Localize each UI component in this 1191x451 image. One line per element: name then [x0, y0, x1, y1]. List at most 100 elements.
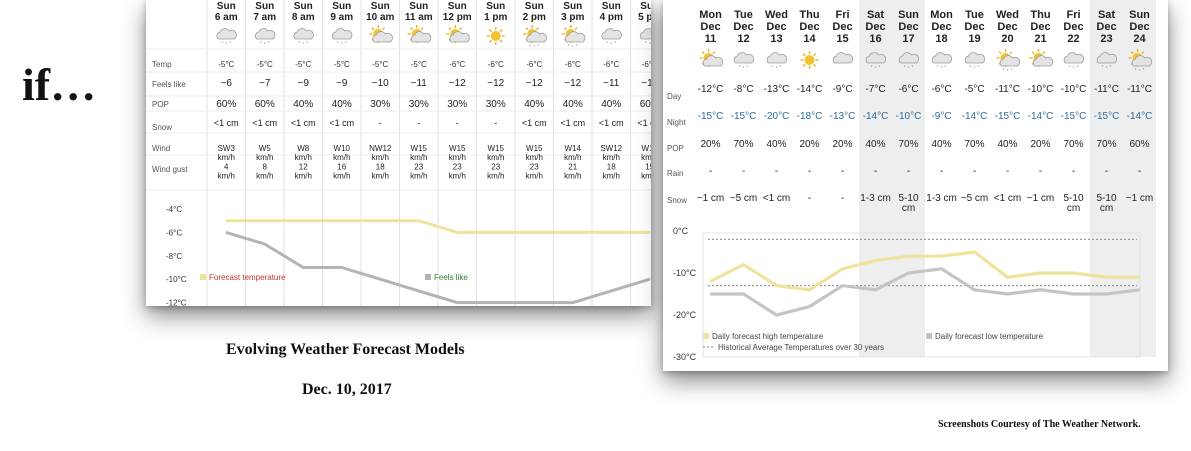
row-label: Wind gust: [152, 165, 188, 174]
hour-feels: −11: [603, 78, 620, 89]
day-date: 17: [902, 33, 914, 45]
snowflake: *: [739, 65, 741, 71]
day-rain: -: [1072, 166, 1075, 177]
cloud-shape: [1096, 52, 1118, 64]
sun-cloud-snow-icon: * * *: [996, 49, 1021, 75]
data-point: [340, 219, 343, 222]
sun-ray: [488, 29, 493, 33]
data-point: [940, 255, 943, 257]
snowflake: *: [945, 65, 947, 71]
snowflake: *: [1110, 65, 1112, 71]
day-rain: -: [709, 166, 712, 177]
hour-day: Sun: [448, 1, 467, 12]
day-low: -15°C: [698, 111, 724, 122]
day-snow: cm: [902, 203, 915, 214]
hour-wind: 18: [607, 162, 616, 171]
sun-icon: [486, 27, 505, 45]
hour-wind: W10: [334, 144, 351, 153]
day-pop: 20%: [799, 139, 819, 150]
data-point: [775, 284, 778, 287]
data-point: [379, 278, 382, 281]
data-point: [841, 268, 844, 270]
data-point: [874, 289, 877, 291]
cloud-shape: [216, 28, 237, 40]
hour-snow: <1 cm: [599, 118, 624, 128]
snowflake: *: [298, 41, 300, 47]
hour-time: 7 am: [253, 12, 276, 23]
hour-day: Sun: [332, 1, 351, 12]
data-point: [742, 263, 745, 266]
day-pop: 40%: [865, 139, 885, 150]
data-point: [648, 278, 651, 281]
snowflake: *: [537, 44, 539, 50]
snowflake: *: [568, 44, 570, 50]
day-rain: -: [742, 166, 745, 177]
hour-day: Sun: [525, 1, 544, 12]
data-point: [610, 290, 613, 292]
row-label: Snow: [152, 123, 172, 132]
data-point: [571, 231, 574, 234]
day-high: -14°C: [797, 84, 823, 95]
day-date: 13: [770, 33, 782, 45]
data-point: [907, 272, 910, 274]
snowflake: *: [1011, 68, 1013, 74]
cloud-shape: [449, 31, 470, 43]
snowflake: *: [875, 66, 877, 72]
sun-cloud-icon: [699, 49, 724, 67]
data-point: [533, 231, 536, 234]
day-month: Dec: [865, 21, 885, 33]
hourly-forecast-panel: Temp Feels like POP Snow Wind Wind gust Sun 6 a…: [146, 0, 651, 306]
day-name: Fri: [835, 9, 849, 21]
daily-forecast-chart: DayNightPOPRainSnowMonDec11-12°C-15°C20%…: [667, 0, 1156, 362]
day-month: Dec: [964, 21, 984, 33]
hour-wind: km/h: [526, 172, 543, 181]
y-tick-label: -10°C: [166, 275, 187, 284]
snowflake: *: [221, 41, 223, 47]
day-low: -20°C: [764, 111, 790, 122]
hour-time: 2 pm: [523, 12, 546, 23]
day-rain: -: [907, 166, 910, 177]
data-point: [494, 301, 497, 304]
hour-pop: 40%: [524, 99, 544, 110]
day-low: -15°C: [995, 111, 1021, 122]
hour-temp: -5°C: [411, 60, 427, 69]
hour-wind: km/h: [641, 153, 651, 162]
sun-disc: [490, 31, 501, 41]
hour-pop: 30%: [409, 99, 429, 110]
hour-time: 6 am: [215, 12, 238, 23]
hour-wind: km/h: [256, 153, 273, 162]
day-name: Wed: [765, 9, 788, 21]
day-name: Tue: [734, 9, 753, 21]
hour-wind: km/h: [487, 172, 504, 181]
snowflake: *: [1073, 66, 1075, 72]
snowflake: *: [970, 65, 972, 71]
day-high: -6°C: [898, 84, 918, 95]
sun-ray: [499, 39, 503, 43]
day-rain: -: [973, 166, 976, 177]
series-line-feels-like: [225, 230, 651, 305]
data-point: [973, 289, 976, 291]
hour-pop: 40%: [563, 99, 583, 110]
day-name: Mon: [699, 9, 722, 21]
hour-temp: -5°C: [295, 60, 311, 69]
day-snow: ~1 cm: [697, 193, 725, 204]
hour-day: Sun: [486, 1, 505, 12]
day-month: Dec: [832, 21, 852, 33]
caption-date: Dec. 10, 2017: [302, 381, 392, 398]
snowflake: *: [772, 65, 774, 71]
hour-pop: 40%: [293, 99, 313, 110]
day-date: 20: [1001, 33, 1013, 45]
hour-wind: km/h: [641, 172, 651, 181]
snow-cloud-icon: ***: [601, 28, 622, 48]
hour-snow: -: [379, 118, 382, 128]
hour-day: Sun: [294, 1, 313, 12]
day-date: 18: [935, 33, 947, 45]
day-rain: -: [1006, 166, 1009, 177]
hour-wind: km/h: [218, 172, 235, 181]
hour-wind: km/h: [487, 153, 504, 162]
hour-wind: 23: [453, 162, 462, 171]
data-point: [263, 243, 266, 245]
hour-wind: km/h: [449, 172, 466, 181]
data-point: [648, 231, 651, 234]
